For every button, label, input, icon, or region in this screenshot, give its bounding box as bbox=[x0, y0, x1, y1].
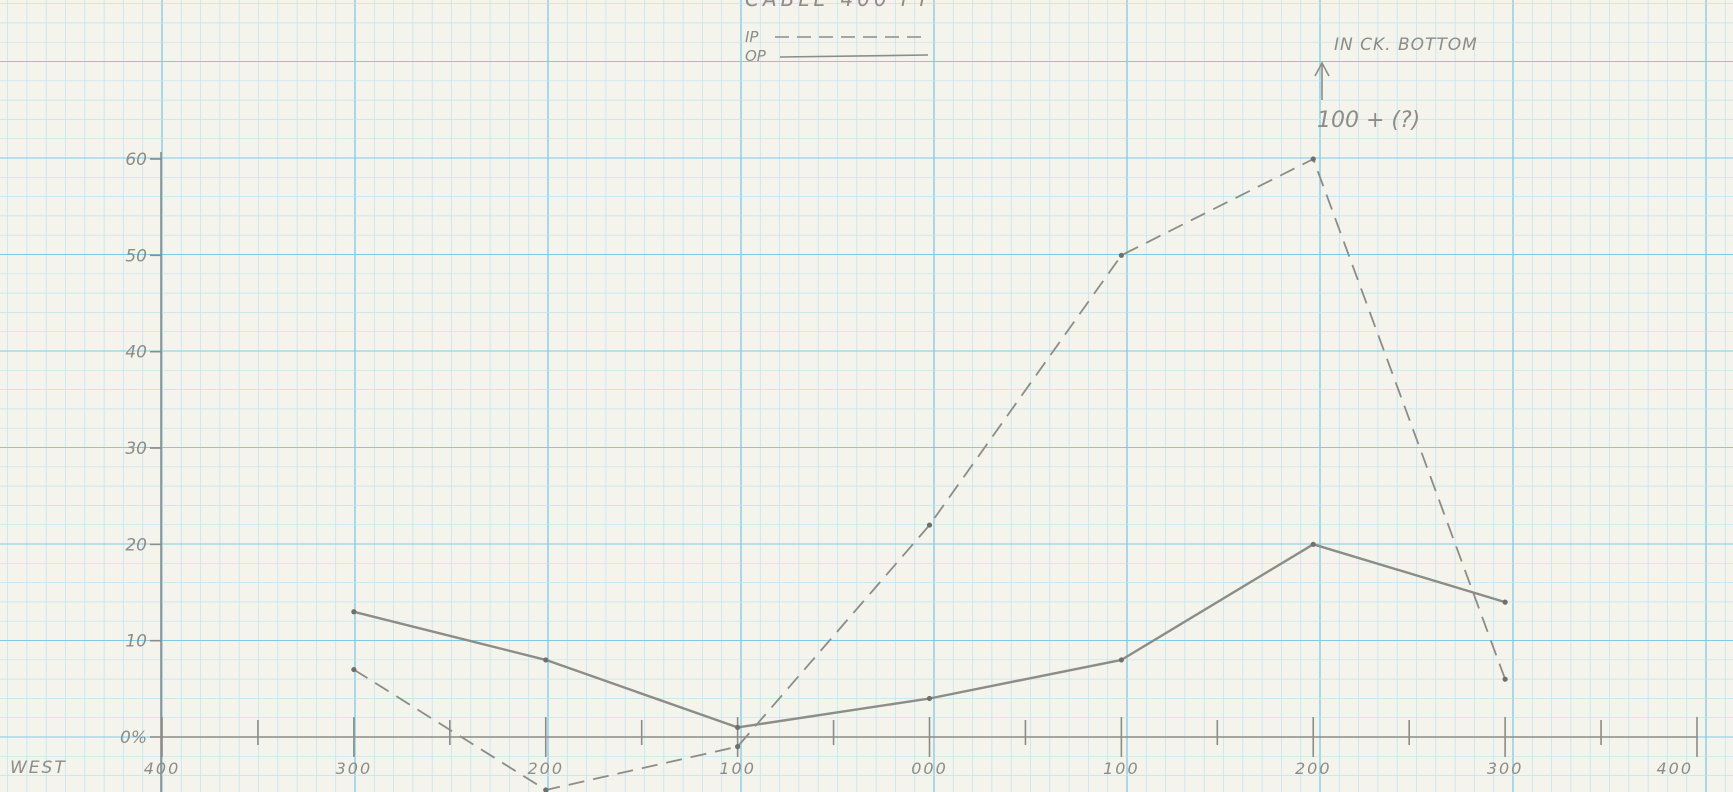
legend-label-op: OP bbox=[745, 47, 767, 65]
data-point-op bbox=[1310, 541, 1316, 547]
data-point-op bbox=[735, 724, 741, 730]
data-point-ip bbox=[1310, 156, 1316, 162]
x-tick-label: 400 bbox=[144, 759, 181, 778]
x-tick-label: 400 bbox=[1656, 759, 1693, 778]
data-point-op bbox=[1118, 657, 1124, 663]
legend: IP OP bbox=[745, 28, 929, 65]
data-point-ip bbox=[351, 666, 357, 673]
legend-swatch-op bbox=[779, 54, 929, 58]
data-point-op bbox=[351, 609, 357, 615]
header-fragment: CABLE 400 FT bbox=[745, 0, 933, 11]
x-tick-label: 100 bbox=[1103, 759, 1140, 778]
legend-label-ip: IP bbox=[745, 28, 759, 46]
y-tick-label: 20 bbox=[125, 535, 147, 555]
y-tick-label: 50 bbox=[125, 246, 147, 266]
data-point-op bbox=[926, 695, 933, 702]
data-point-ip bbox=[926, 522, 933, 528]
y-tick-label: 10 bbox=[125, 632, 147, 652]
data-point-ip bbox=[1502, 676, 1508, 682]
annotation-in-ck-bottom: IN CK. BOTTOM bbox=[1334, 35, 1478, 55]
data-point-ip bbox=[543, 787, 549, 792]
chart-series bbox=[351, 156, 1508, 792]
y-tick-label: 60 bbox=[125, 150, 147, 170]
x-tick-label: 300 bbox=[336, 759, 373, 778]
x-origin-label: WEST bbox=[10, 758, 67, 778]
x-tick-label: 300 bbox=[1487, 759, 1524, 778]
x-tick-label: 100 bbox=[719, 759, 756, 778]
annotation-group: IN CK. BOTTOM 100 + (?) bbox=[1314, 35, 1478, 133]
annotation-arrow-head bbox=[1314, 61, 1330, 77]
chart-axes: 60 50 40 30 20 10 0% 400 300 200 100 000 100 200 300 40… bbox=[120, 150, 1698, 792]
x-tick-label: 200 bbox=[1295, 759, 1332, 778]
series-line-ip bbox=[353, 158, 1506, 791]
x-tick-label: 000 bbox=[911, 759, 948, 778]
y-tick-label: 30 bbox=[125, 439, 147, 459]
data-point-op bbox=[543, 657, 549, 663]
x-tick-label: 200 bbox=[527, 759, 564, 778]
data-point-ip bbox=[1118, 252, 1124, 258]
data-point-op bbox=[1502, 599, 1508, 605]
annotation-100-plus: 100 + (?) bbox=[1317, 108, 1420, 133]
y-tick-label: 0% bbox=[120, 728, 147, 748]
y-tick-label: 40 bbox=[125, 343, 147, 363]
data-point-ip bbox=[735, 744, 741, 750]
